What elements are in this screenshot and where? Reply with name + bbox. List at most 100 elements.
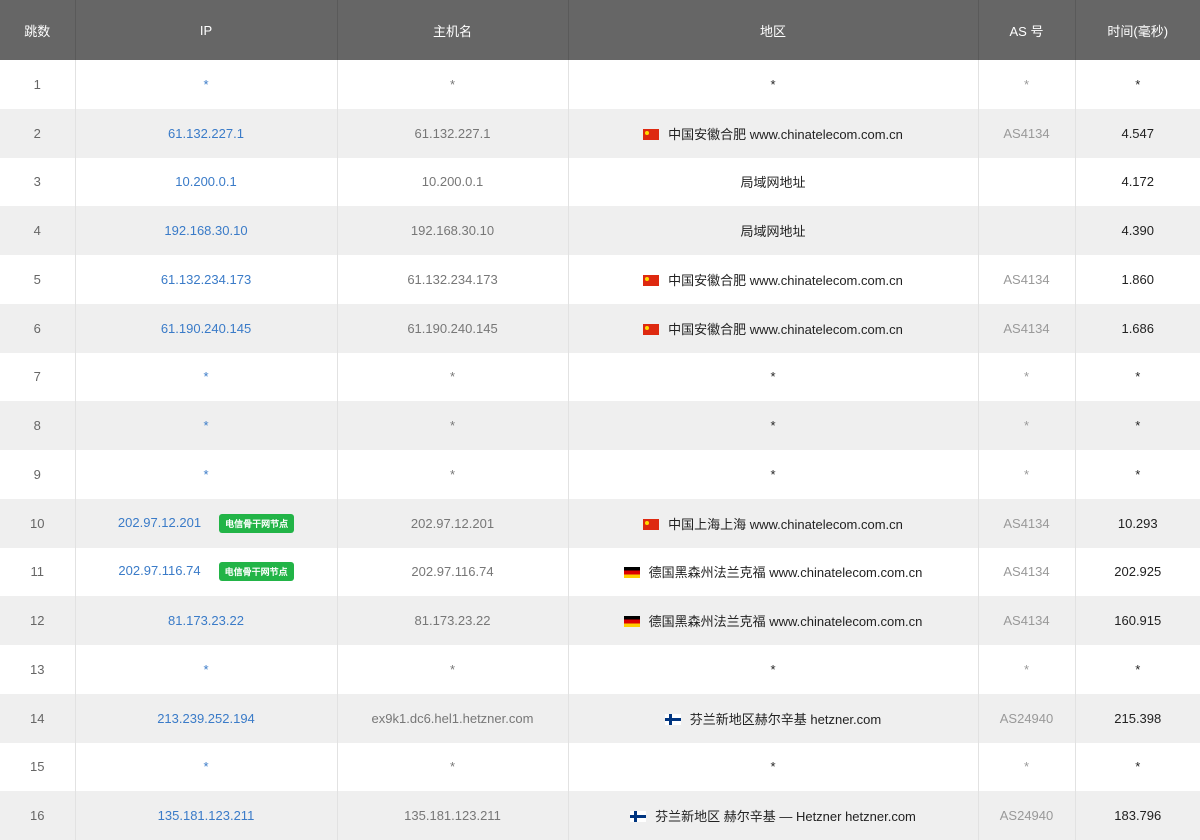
table-row: 11 202.97.116.74 电信骨干网节点 202.97.116.74 德国… (0, 547, 1200, 597)
region-text: * (770, 466, 776, 482)
as-cell: * (978, 60, 1076, 109)
ip-cell: 135.181.123.211 (75, 791, 338, 840)
ip-link[interactable]: * (203, 661, 209, 677)
ip-link[interactable]: 81.173.23.22 (168, 613, 244, 629)
table-row: 13 * * * * * (0, 645, 1200, 694)
table-row: 2 61.132.227.1 61.132.227.1 中国安徽合肥 www.c… (0, 108, 1200, 158)
table-row: 1 * * * * * (0, 60, 1200, 109)
as-cell: AS4134 (978, 108, 1076, 158)
time-cell: 215.398 (1075, 693, 1200, 743)
ip-link[interactable]: * (203, 369, 209, 385)
region-cell: 德国黑森州法兰克福 www.chinatelecom.com.cn (568, 547, 979, 597)
region-text: 中国上海上海 www.chinatelecom.com.cn (668, 516, 903, 532)
time-cell: * (1075, 401, 1200, 450)
region-cell: * (568, 60, 979, 109)
region-cell: 局域网地址 (568, 157, 979, 207)
ip-cell: * (75, 450, 338, 499)
hop-cell: 2 (0, 108, 76, 158)
as-cell (978, 157, 1076, 207)
host-cell: 61.132.227.1 (337, 108, 569, 158)
ip-cell: * (75, 401, 338, 450)
ip-cell: 213.239.252.194 (75, 693, 338, 743)
time-cell: * (1135, 466, 1141, 482)
region-text: * (770, 759, 776, 775)
ip-link[interactable]: 192.168.30.10 (164, 223, 248, 239)
ip-link[interactable]: 61.132.234.173 (160, 271, 252, 287)
hop-cell: 14 (0, 693, 76, 743)
backbone-node-badge: 电信骨干网节点 (218, 562, 294, 582)
hop-cell: 16 (0, 791, 76, 840)
hop-cell: 13 (0, 645, 76, 694)
time-cell: * (1135, 759, 1141, 775)
ip-cell: * (75, 742, 338, 792)
header-region: 地区 (568, 0, 979, 60)
host-cell: * (337, 60, 569, 109)
ip-link[interactable]: 10.200.0.1 (175, 174, 237, 190)
header-time: 时间(毫秒) (1075, 0, 1200, 60)
hop-cell: 11 (0, 547, 76, 597)
time-cell: 4.547 (1075, 108, 1200, 158)
region-cell: * (568, 401, 979, 450)
flag-cn-icon (643, 128, 660, 140)
as-cell: AS4134 (978, 303, 1076, 353)
ip-link[interactable]: 61.132.227.1 (168, 125, 244, 141)
as-cell: * (978, 450, 1076, 499)
region-text: * (770, 76, 776, 92)
ip-link[interactable]: 202.97.116.74 (118, 563, 201, 579)
ip-cell: 81.173.23.22 (75, 596, 338, 645)
ip-link[interactable]: * (203, 418, 209, 434)
ip-link[interactable]: * (203, 759, 209, 775)
as-cell: AS24940 (978, 693, 1076, 743)
time-cell: 202.925 (1114, 564, 1162, 580)
host-cell: * (337, 401, 569, 450)
region-cell: * (568, 352, 979, 402)
region-text: 德国黑森州法兰克福 www.chinatelecom.com.cn (648, 614, 923, 630)
table-row: 14 213.239.252.194 ex9k1.dc6.hel1.hetzne… (0, 693, 1200, 743)
region-text: 中国安徽合肥 www.chinatelecom.com.cn (668, 321, 903, 337)
flag-fi-icon (630, 811, 647, 823)
host-cell: 202.97.116.74 (337, 547, 569, 597)
hop-cell: 12 (0, 596, 76, 645)
hop-cell: 15 (0, 742, 76, 792)
ip-cell: * (75, 352, 338, 402)
backbone-node-badge: 电信骨干网节点 (219, 513, 295, 533)
ip-cell: * (75, 60, 338, 109)
ip-cell: 61.132.234.173 (75, 255, 338, 304)
ip-cell: 202.97.116.74 电信骨干网节点 (75, 547, 338, 597)
ip-link[interactable]: * (203, 466, 209, 482)
region-text: * (770, 369, 776, 385)
flag-de-icon (623, 616, 640, 628)
ip-cell: * (75, 645, 338, 694)
hop-cell: 5 (0, 255, 76, 304)
ip-link[interactable]: 202.97.12.201 (117, 514, 202, 530)
ip-cell: 202.97.12.201 电信骨干网节点 (75, 498, 338, 548)
time-cell: 4.172 (1121, 174, 1155, 190)
host-cell: ex9k1.dc6.hel1.hetzner.com (337, 693, 569, 743)
region-cell: * (568, 742, 979, 792)
region-cell: * (568, 450, 979, 499)
region-cell: 德国黑森州法兰克福 www.chinatelecom.com.cn (568, 596, 979, 645)
region-cell: 中国上海上海 www.chinatelecom.com.cn (568, 498, 979, 548)
table-row: 3 10.200.0.1 10.200.0.1 局域网地址 4.172 (0, 157, 1200, 207)
as-cell: * (978, 645, 1076, 694)
region-text: * (770, 418, 776, 434)
host-cell: * (337, 645, 569, 694)
host-cell: * (337, 450, 569, 499)
flag-cn-icon (643, 518, 660, 530)
region-text: 中国安徽合肥 www.chinatelecom.com.cn (668, 272, 903, 288)
table-row: 5 61.132.234.173 61.132.234.173 中国安徽合肥 w… (0, 255, 1200, 304)
table-row: 12 81.173.23.22 81.173.23.22 德国黑森州法兰克福 w… (0, 596, 1200, 645)
ip-link[interactable]: 61.190.240.145 (160, 320, 252, 336)
ip-cell: 61.190.240.145 (75, 303, 338, 353)
table-row: 4 192.168.30.10 192.168.30.10 局域网地址 4.39… (0, 206, 1200, 255)
host-cell: 61.190.240.145 (337, 303, 569, 353)
host-cell: 202.97.12.201 (337, 498, 569, 548)
region-cell: 局域网地址 (568, 206, 979, 255)
hop-cell: 1 (0, 60, 76, 109)
time-cell: 4.390 (1075, 206, 1200, 255)
as-cell: AS4134 (978, 547, 1076, 597)
table-row: 9 * * * * * (0, 450, 1200, 499)
ip-link[interactable]: 135.181.123.211 (157, 808, 255, 824)
ip-link[interactable]: * (203, 76, 209, 92)
ip-link[interactable]: 213.239.252.194 (157, 710, 255, 726)
